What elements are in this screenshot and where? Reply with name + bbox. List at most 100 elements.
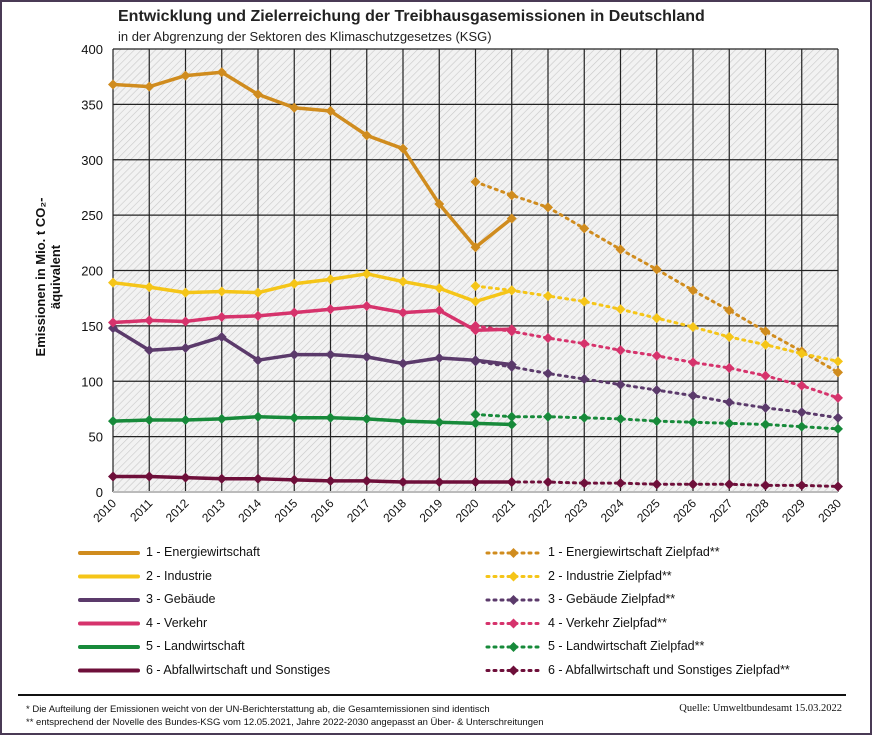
data-point bbox=[615, 345, 626, 356]
legend-label: 2 - Industrie Zielpfad** bbox=[548, 568, 672, 583]
data-point bbox=[253, 310, 263, 321]
x-tick-label: 2014 bbox=[235, 496, 264, 525]
data-point bbox=[398, 358, 408, 369]
x-tick-label: 2018 bbox=[380, 496, 409, 525]
data-point bbox=[724, 305, 735, 316]
data-point bbox=[724, 418, 735, 429]
data-point bbox=[216, 331, 227, 342]
data-point bbox=[398, 307, 408, 318]
legend-label: 4 - Verkehr Zielpfad** bbox=[548, 615, 667, 630]
data-point bbox=[543, 202, 553, 213]
x-tick-label: 2029 bbox=[779, 496, 808, 525]
data-point bbox=[144, 282, 155, 293]
series-line-4 bbox=[111, 304, 514, 333]
data-point bbox=[434, 477, 445, 488]
data-point bbox=[615, 304, 626, 315]
data-point bbox=[833, 367, 843, 378]
data-point bbox=[325, 349, 336, 360]
data-point bbox=[253, 473, 263, 484]
data-point bbox=[506, 213, 517, 224]
x-tick-label: 2022 bbox=[525, 496, 554, 525]
data-point bbox=[325, 106, 336, 117]
x-tick-label: 2019 bbox=[417, 496, 446, 525]
data-point bbox=[506, 324, 517, 335]
data-point bbox=[724, 331, 735, 342]
data-point bbox=[180, 70, 191, 81]
data-point bbox=[579, 223, 590, 234]
data-point bbox=[470, 242, 481, 253]
x-tick-label: 2021 bbox=[489, 496, 518, 525]
x-tick-label: 2016 bbox=[308, 496, 337, 525]
data-point bbox=[470, 409, 481, 420]
x-tick-label: 2012 bbox=[163, 496, 192, 525]
y-tick-label: 350 bbox=[81, 97, 103, 112]
data-point bbox=[724, 479, 735, 490]
y-tick-label: 150 bbox=[81, 319, 103, 334]
x-tick-label: 2023 bbox=[562, 496, 591, 525]
y-tick-label: 300 bbox=[81, 153, 103, 168]
data-point bbox=[108, 471, 118, 482]
data-point bbox=[289, 102, 300, 113]
data-point bbox=[289, 412, 300, 423]
data-point bbox=[506, 359, 517, 370]
data-point bbox=[434, 417, 445, 428]
data-point bbox=[216, 413, 227, 424]
data-point bbox=[833, 481, 843, 492]
data-point bbox=[180, 343, 191, 354]
data-point bbox=[506, 419, 517, 430]
legend-swatch-marker bbox=[508, 618, 519, 629]
data-point bbox=[543, 477, 553, 488]
data-point bbox=[651, 264, 662, 275]
y-tick-label: 200 bbox=[81, 264, 103, 279]
data-point bbox=[108, 277, 118, 288]
data-point bbox=[651, 350, 662, 361]
series-line-6 bbox=[111, 474, 514, 484]
data-point bbox=[688, 390, 698, 401]
y-tick-label: 50 bbox=[89, 430, 103, 445]
y-tick-label: 250 bbox=[81, 208, 103, 223]
data-point bbox=[579, 478, 590, 489]
data-point bbox=[470, 296, 481, 307]
chart-title: Entwicklung und Zielerreichung der Treib… bbox=[118, 8, 705, 25]
data-point bbox=[398, 276, 408, 287]
data-point bbox=[615, 413, 626, 424]
data-point bbox=[325, 304, 336, 315]
data-point bbox=[289, 278, 300, 289]
data-point bbox=[434, 199, 445, 210]
x-tick-label: 2026 bbox=[670, 496, 699, 525]
y-tick-label: 0 bbox=[96, 485, 103, 500]
legend-label: 3 - Gebäude bbox=[146, 592, 216, 606]
data-point bbox=[144, 345, 155, 356]
data-point bbox=[688, 321, 698, 332]
legend-label: 3 - Gebäude Zielpfad** bbox=[548, 592, 676, 606]
data-point bbox=[543, 333, 553, 344]
data-point bbox=[760, 402, 771, 413]
data-point bbox=[651, 385, 662, 396]
data-point bbox=[760, 419, 771, 430]
data-point bbox=[688, 417, 698, 428]
series-line-2 bbox=[111, 272, 514, 304]
data-point bbox=[361, 475, 372, 486]
x-tick-label: 2017 bbox=[344, 496, 373, 525]
data-point bbox=[398, 477, 408, 488]
data-point bbox=[506, 190, 517, 201]
data-point bbox=[796, 380, 807, 391]
legend-label: 1 - Energiewirtschaft bbox=[146, 545, 260, 559]
data-point bbox=[108, 79, 118, 90]
x-tick-label: 2010 bbox=[90, 496, 119, 525]
data-point bbox=[796, 407, 807, 418]
data-point bbox=[361, 413, 372, 424]
data-point bbox=[216, 473, 227, 484]
data-point bbox=[760, 370, 771, 381]
y-tick-label: 100 bbox=[81, 374, 103, 389]
data-point bbox=[398, 143, 408, 154]
data-point bbox=[543, 290, 553, 301]
data-point bbox=[615, 478, 626, 489]
data-point bbox=[180, 415, 191, 426]
data-point bbox=[543, 368, 553, 379]
data-point bbox=[325, 274, 336, 285]
x-tick-label: 2011 bbox=[127, 496, 155, 524]
series-line-5 bbox=[111, 414, 514, 427]
data-point bbox=[651, 313, 662, 324]
